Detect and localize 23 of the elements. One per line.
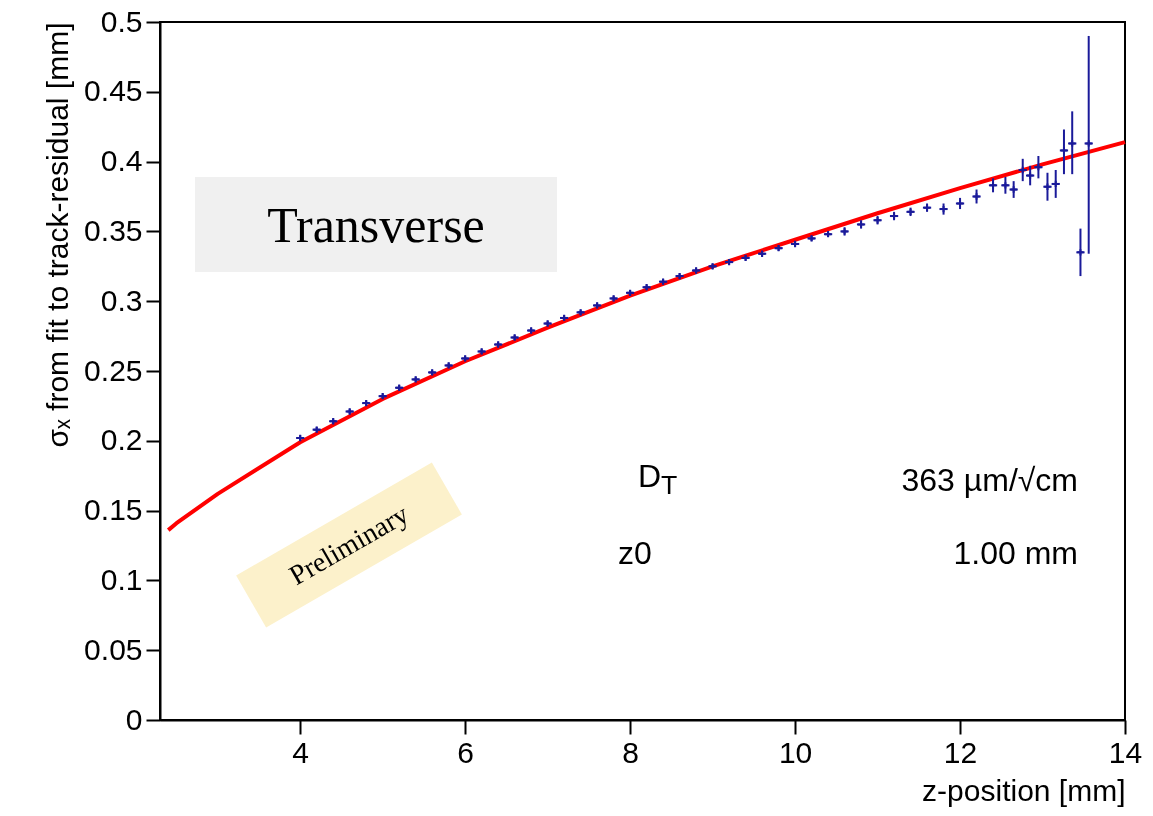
annotation: z0 xyxy=(618,535,652,572)
y-axis-title: σₓ from fit to track-residual [mm] xyxy=(41,22,75,448)
y-tick-label: 0.05 xyxy=(84,632,143,666)
y-tick-label: 0.1 xyxy=(100,562,143,596)
y-tick-label: 0.35 xyxy=(84,213,143,247)
annotation: D$_{T}$ xyxy=(638,458,678,502)
x-tick-label: 14 xyxy=(1108,735,1143,769)
x-tick-label: 4 xyxy=(292,735,310,769)
x-tick-label: 10 xyxy=(778,735,813,769)
y-tick-label: 0.15 xyxy=(84,493,143,527)
x-tick-label: 8 xyxy=(622,735,639,769)
x-axis-title: z-position [mm] xyxy=(922,773,1126,807)
x-tick-label: 6 xyxy=(457,735,475,769)
y-tick-label: 0 xyxy=(125,702,143,736)
y-tick-label: 0.5 xyxy=(100,4,143,38)
annotation: 1.00 mm xyxy=(953,535,1078,572)
y-tick-label: 0.45 xyxy=(84,74,143,108)
y-tick-label: 0.4 xyxy=(100,144,143,178)
y-tick-label: 0.2 xyxy=(100,423,143,457)
y-tick-label: 0.25 xyxy=(84,353,143,387)
x-tick-label: 12 xyxy=(943,735,978,769)
annotation: 363 µm/√cm xyxy=(901,462,1078,499)
y-tick-label: 0.3 xyxy=(100,283,143,317)
